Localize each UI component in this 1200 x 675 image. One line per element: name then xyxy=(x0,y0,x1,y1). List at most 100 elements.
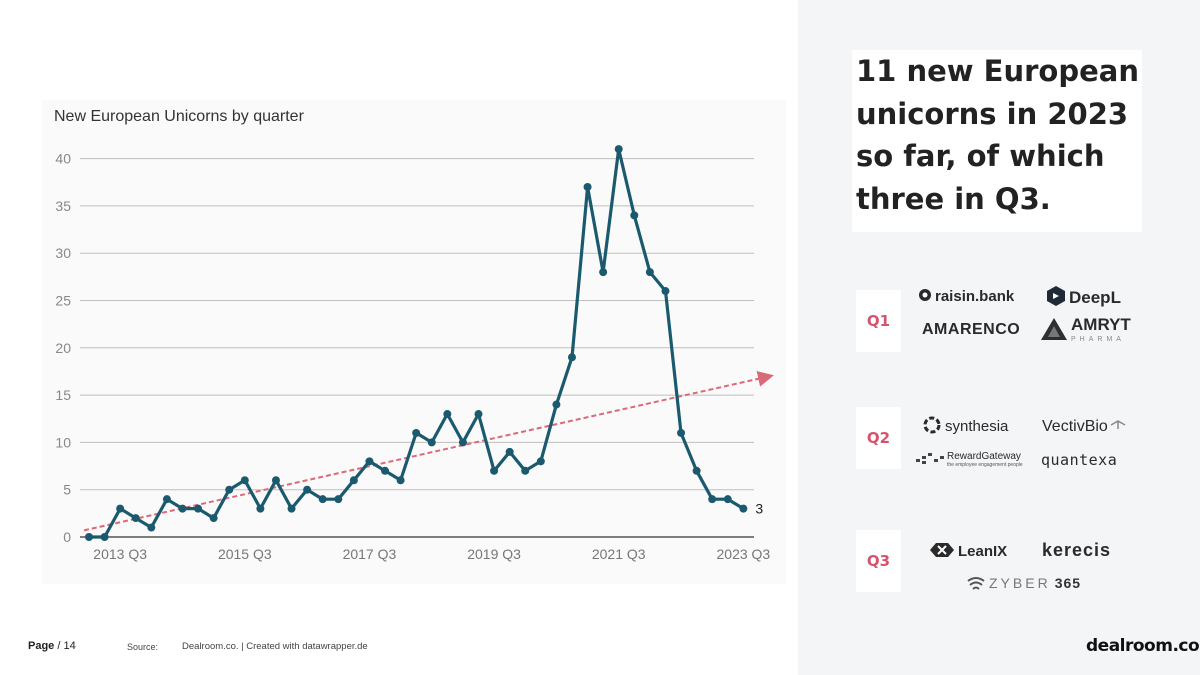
page-count: / 14 xyxy=(54,640,76,652)
raisin-bank-text: raisin.bank xyxy=(935,288,1015,305)
data-series-line xyxy=(89,147,745,539)
data-point xyxy=(349,476,358,485)
source-text: Dealroom.co. | Created with datawrapper.… xyxy=(182,641,368,652)
data-point xyxy=(677,428,686,437)
data-point xyxy=(209,514,218,523)
data-point xyxy=(240,476,249,485)
data-point xyxy=(723,495,732,504)
data-point xyxy=(630,211,639,220)
data-point xyxy=(583,182,592,191)
amarenco-text: AMARENCO xyxy=(922,321,1021,338)
data-point xyxy=(334,495,343,504)
data-point xyxy=(85,533,93,541)
amryt-logo: AMRYT PHARMA xyxy=(1040,314,1131,346)
data-point xyxy=(162,495,171,504)
zyber365-logo: ZYBER 365 xyxy=(966,575,1081,594)
data-point xyxy=(521,466,530,475)
data-point xyxy=(474,410,483,419)
y-tick-label: 15 xyxy=(55,387,71,403)
quarter-row-q1: Q1 xyxy=(856,290,1146,352)
data-point xyxy=(490,466,499,475)
data-point xyxy=(536,457,545,466)
y-tick-label: 25 xyxy=(55,293,71,309)
rewardgateway-text: RewardGateway xyxy=(947,450,1021,462)
leanix-text: LeanIX xyxy=(958,542,1008,560)
data-point xyxy=(661,287,670,296)
rewardgateway-icon xyxy=(916,451,944,470)
quantexa-logo: quantexa xyxy=(1041,451,1117,469)
dealroom-logo: dealroom.co xyxy=(1086,636,1200,656)
deepl-logo: DeepL xyxy=(1046,285,1121,312)
x-tick-label: 2013 Q3 xyxy=(93,546,147,562)
leanix-logo: LeanIX xyxy=(929,541,1007,563)
y-tick-label: 35 xyxy=(55,198,71,214)
synthesia-text: synthesia xyxy=(945,417,1009,435)
y-tick-label: 0 xyxy=(63,529,71,545)
data-point xyxy=(458,438,467,447)
data-point xyxy=(194,504,203,513)
data-point xyxy=(131,514,140,523)
zyber-icon xyxy=(966,575,986,594)
page-number: Page / 14 xyxy=(28,640,76,652)
end-value-label: 3 xyxy=(755,501,763,517)
y-tick-label: 30 xyxy=(55,245,71,261)
raisin-icon xyxy=(918,288,932,306)
data-point xyxy=(708,495,717,504)
vectivbio-text: VectivBio xyxy=(1042,418,1108,436)
chart-title: New European Unicorns by quarter xyxy=(54,108,304,125)
y-tick-label: 10 xyxy=(55,434,71,450)
y-tick-label: 40 xyxy=(55,151,71,167)
rewardgateway-subtext: the employee engagement people xyxy=(947,461,1023,468)
synthesia-icon xyxy=(922,415,942,439)
deepl-text: DeepL xyxy=(1069,287,1121,307)
y-tick-label: 20 xyxy=(55,340,71,356)
x-tick-label: 2021 Q3 xyxy=(592,546,646,562)
data-point xyxy=(505,447,514,456)
leanix-icon xyxy=(929,541,955,563)
data-point xyxy=(552,400,561,409)
quarter-label-q1: Q1 xyxy=(856,290,901,352)
data-point xyxy=(739,504,748,513)
data-point xyxy=(599,268,608,277)
data-point xyxy=(427,438,436,447)
zyber-365-text: 365 xyxy=(1054,575,1082,592)
x-tick-label: 2015 Q3 xyxy=(218,546,272,562)
data-point xyxy=(287,504,296,513)
amryt-text: AMRYT xyxy=(1071,314,1131,334)
data-point xyxy=(271,476,280,485)
data-point xyxy=(256,504,265,513)
headline: 11 new European unicorns in 2023 so far,… xyxy=(856,54,1139,216)
vectivbio-logo: VectivBio xyxy=(1042,418,1129,436)
amarenco-logo: AMARENCO xyxy=(922,321,1020,339)
synthesia-logo: synthesia xyxy=(922,415,1008,439)
data-point xyxy=(645,268,654,277)
line-chart: 0 5 10 15 20 25 30 35 40 2013 Q3 2015 Q3 2017 Q3 201… xyxy=(55,145,774,562)
x-tick-label: 2023 Q3 xyxy=(717,546,771,562)
amryt-subtext: PHARMA xyxy=(1071,335,1125,343)
raisin-bank-logo: raisin.bank xyxy=(918,288,1014,306)
quantexa-text: quantexa xyxy=(1041,451,1118,469)
data-point xyxy=(147,523,156,532)
quarter-label-q3: Q3 xyxy=(856,530,901,592)
rewardgateway-logo: RewardGateway the employee engagement peo… xyxy=(916,451,1023,470)
quarter-label-q2: Q2 xyxy=(856,407,901,469)
data-point xyxy=(178,504,187,513)
source-label: Source: xyxy=(127,642,159,652)
data-point xyxy=(116,504,125,513)
quarter-row-q2: Q2 xyxy=(856,407,1146,469)
quarter-row-q3: Q3 xyxy=(856,530,1146,592)
deepl-icon xyxy=(1046,285,1066,312)
y-tick-label: 5 xyxy=(63,482,71,498)
data-point xyxy=(396,476,405,485)
headline-box xyxy=(852,50,1142,232)
x-tick-label: 2017 Q3 xyxy=(343,546,397,562)
data-point xyxy=(225,485,234,494)
vectivbio-icon xyxy=(1110,418,1126,436)
data-point xyxy=(365,457,374,466)
kerecis-text: kerecis xyxy=(1042,540,1112,560)
kerecis-logo: kerecis xyxy=(1042,540,1111,561)
amryt-icon xyxy=(1040,317,1068,346)
trend-line xyxy=(83,371,774,532)
data-point xyxy=(443,410,452,419)
data-point xyxy=(381,466,390,475)
